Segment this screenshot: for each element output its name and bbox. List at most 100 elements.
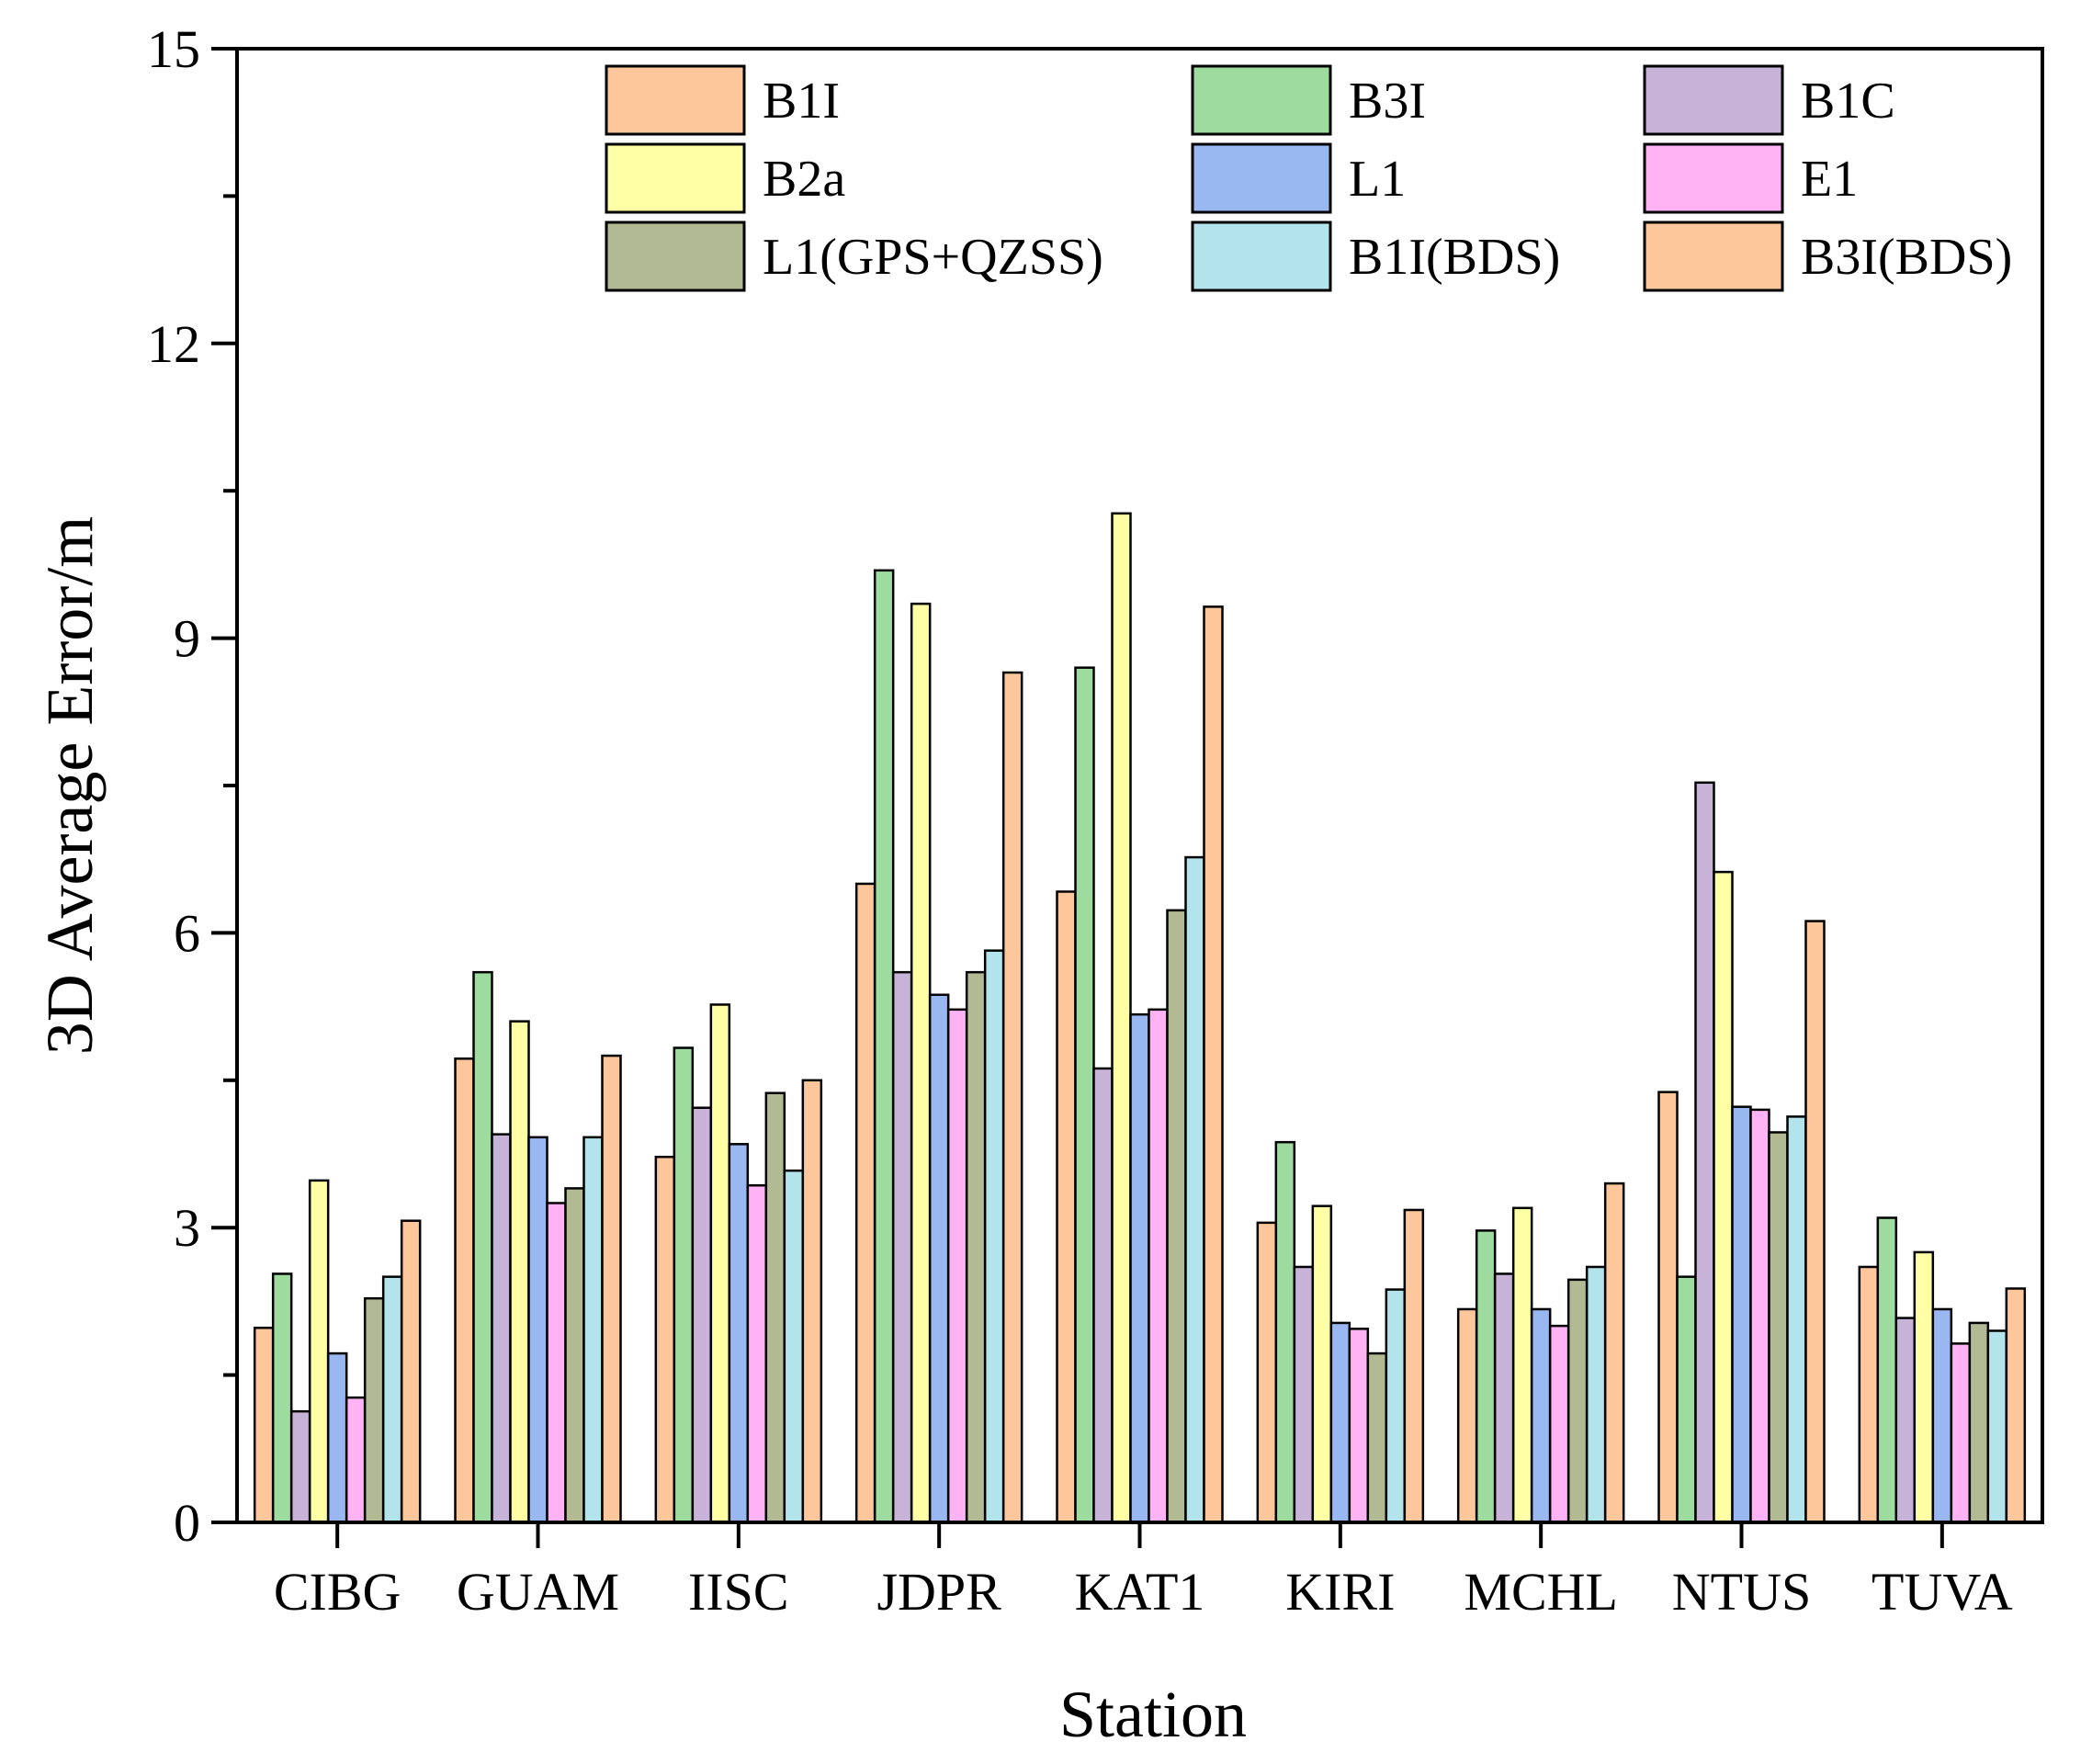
bar-kat1-e1	[1148, 1008, 1169, 1524]
x-tick-label-kiri: KIRI	[1285, 1562, 1395, 1622]
bar-kat1-b3i-bds	[1203, 605, 1224, 1524]
legend-label-l1-gps-qzss: L1(GPS+QZSS)	[763, 229, 1103, 286]
legend-label-b1c: B1C	[1801, 73, 1895, 130]
bar-guam-b1c	[491, 1133, 512, 1524]
bar-guam-l1	[527, 1136, 548, 1524]
bar-kat1-b1i-bds	[1184, 855, 1205, 1524]
bar-kiri-l1-gps-qzss	[1366, 1351, 1388, 1524]
bar-mchl-e1	[1548, 1324, 1570, 1524]
bar-iisc-e1	[746, 1183, 768, 1524]
bar-cibg-b1c	[289, 1409, 311, 1524]
bar-cibg-b1i	[253, 1327, 275, 1524]
y-tick-label: 3	[174, 1198, 200, 1258]
bar-ntus-b1i-bds	[1786, 1115, 1807, 1524]
legend-swatch-b1i	[605, 64, 746, 136]
bar-kiri-l1	[1329, 1321, 1351, 1524]
bar-kat1-b3i	[1074, 666, 1095, 1524]
bar-iisc-l1	[728, 1143, 750, 1524]
bar-ntus-l1-gps-qzss	[1768, 1131, 1789, 1524]
y-axis: 0 3 6 9 12 15	[147, 19, 237, 1553]
bar-kiri-b3i	[1274, 1140, 1296, 1524]
bar-jdpr-b1i-bds	[983, 949, 1005, 1524]
bar-kiri-b3i-bds	[1403, 1208, 1425, 1524]
bar-guam-b1i-bds	[582, 1136, 604, 1524]
bar-ntus-b1c	[1694, 781, 1715, 1524]
bar-ntus-l1	[1731, 1105, 1752, 1524]
bar-mchl-b3i-bds	[1603, 1182, 1625, 1524]
legend: B1I B3I B1C B2a L1 E1 L1(GPS+QZSS) B1I(BDS) B3I(…	[605, 64, 2012, 292]
bar-jdpr-b1c	[891, 970, 913, 1524]
bar-kat1-l1	[1129, 1012, 1150, 1524]
legend-swatch-b3i-bds	[1643, 220, 1784, 292]
bar-iisc-l1-gps-qzss	[764, 1091, 786, 1524]
y-tick-label: 9	[174, 609, 200, 669]
bar-cibg-l1-gps-qzss	[363, 1296, 385, 1524]
x-axis-title: Station	[1059, 1678, 1247, 1751]
bar-mchl-b2a	[1511, 1206, 1533, 1524]
bar-kiri-b1c	[1293, 1265, 1315, 1524]
bar-kiri-e1	[1348, 1328, 1370, 1524]
bar-tuva-b2a	[1913, 1250, 1935, 1524]
bar-ntus-e1	[1749, 1108, 1770, 1524]
bar-tuva-b3i-bds	[2005, 1287, 2027, 1524]
bar-ntus-b3i	[1676, 1275, 1697, 1524]
y-tick-label: 6	[174, 903, 200, 963]
legend-swatch-b1c	[1643, 64, 1784, 136]
bar-iisc-b1i-bds	[783, 1169, 805, 1524]
bar-tuva-e1	[1950, 1342, 1972, 1524]
bar-kat1-b1i	[1056, 890, 1077, 1524]
legend-swatch-l1	[1191, 142, 1332, 214]
bar-jdpr-l1	[928, 993, 950, 1524]
legend-swatch-e1	[1643, 142, 1784, 214]
bar-kat1-b2a	[1111, 512, 1132, 1524]
legend-label-b3i-bds: B3I(BDS)	[1801, 229, 2012, 286]
bar-kiri-b2a	[1311, 1204, 1333, 1524]
y-tick-label: 12	[147, 314, 200, 374]
bar-guam-b1i	[454, 1057, 475, 1524]
bar-mchl-b1i	[1456, 1307, 1478, 1524]
bar-iisc-b1i	[654, 1155, 676, 1524]
bar-mchl-b1i-bds	[1585, 1265, 1607, 1524]
bar-jdpr-b2a	[910, 602, 932, 1524]
x-tick-label-kat1: KAT1	[1075, 1562, 1205, 1622]
bar-iisc-b3i	[673, 1046, 695, 1524]
bar-cibg-b2a	[308, 1179, 330, 1524]
bar-cibg-b3i-bds	[400, 1219, 422, 1524]
legend-label-e1: E1	[1801, 151, 1858, 208]
x-axis: CIBG GUAM IISC JDPR KAT1 KIRI MCHL NTUS TUVA	[274, 1522, 2013, 1622]
bar-ntus-b1i	[1657, 1091, 1679, 1524]
bar-cibg-e1	[345, 1396, 367, 1524]
bar-ntus-b2a	[1713, 870, 1734, 1524]
y-tick-label: 0	[174, 1493, 200, 1553]
bar-guam-e1	[546, 1202, 567, 1524]
legend-swatch-l1-gps-qzss	[605, 220, 746, 292]
x-tick-label-mchl: MCHL	[1464, 1562, 1618, 1622]
bar-guam-b2a	[509, 1020, 530, 1524]
bar-tuva-b1i-bds	[1986, 1329, 2008, 1524]
x-tick-label-tuva: TUVA	[1871, 1562, 2013, 1622]
x-tick-label-iisc: IISC	[688, 1562, 789, 1622]
legend-label-b1i-bds: B1I(BDS)	[1349, 229, 1560, 286]
bar-mchl-b1c	[1493, 1272, 1515, 1524]
x-tick-label-cibg: CIBG	[274, 1562, 401, 1622]
bar-kat1-l1-gps-qzss	[1166, 909, 1187, 1524]
x-tick-label-guam: GUAM	[457, 1562, 619, 1622]
bar-jdpr-b1i	[854, 882, 876, 1524]
bar-kiri-b1i-bds	[1385, 1288, 1407, 1524]
bar-guam-l1-gps-qzss	[564, 1187, 585, 1524]
bar-cibg-b1i-bds	[381, 1275, 403, 1524]
bar-tuva-b1c	[1894, 1317, 1917, 1524]
bar-kiri-b1i	[1256, 1221, 1278, 1524]
bar-guam-b3i-bds	[601, 1054, 622, 1524]
bar-guam-b3i	[472, 970, 493, 1524]
legend-swatch-b3i	[1191, 64, 1332, 136]
bar-tuva-b1i	[1858, 1265, 1880, 1524]
bar-cibg-b3i	[271, 1272, 293, 1524]
bar-mchl-l1	[1530, 1307, 1552, 1524]
bar-jdpr-l1-gps-qzss	[965, 970, 987, 1524]
legend-swatch-b1i-bds	[1191, 220, 1332, 292]
bar-tuva-l1	[1931, 1307, 1953, 1524]
legend-swatch-b2a	[605, 142, 746, 214]
bar-jdpr-b3i-bds	[1001, 671, 1023, 1524]
